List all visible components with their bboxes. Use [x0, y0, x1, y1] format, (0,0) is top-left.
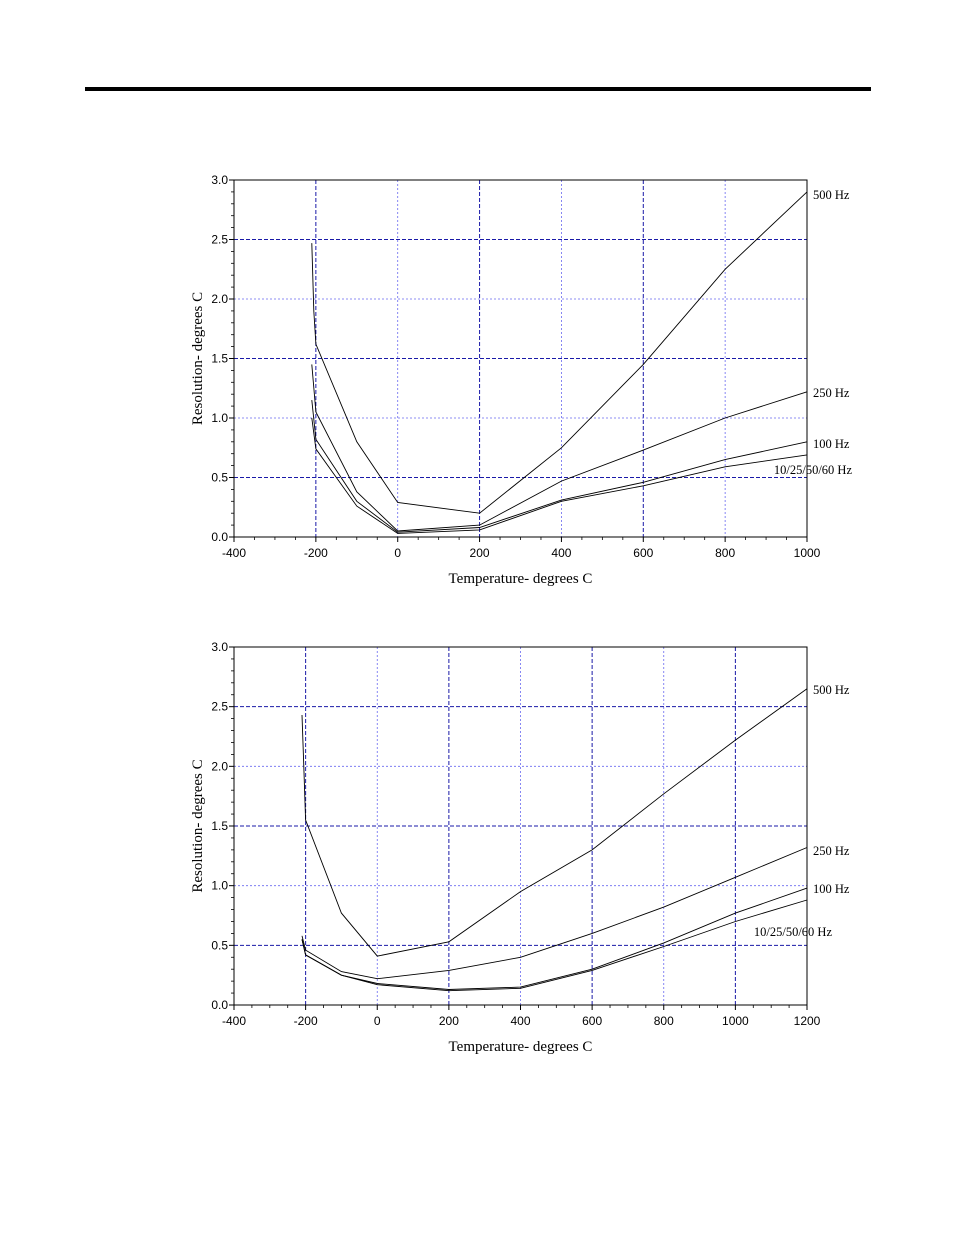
- x-axis-title: Temperature- degrees C: [449, 571, 593, 587]
- series-label: 10/25/50/60 Hz: [774, 463, 853, 477]
- series-label: 250 Hz: [813, 844, 850, 858]
- series-label: 500 Hz: [813, 188, 850, 202]
- y-tick-label: 3.0: [211, 173, 228, 187]
- series-line-100-hz: [311, 400, 808, 533]
- series-label: 100 Hz: [813, 882, 850, 896]
- y-axis-title: Resolution- degrees C: [190, 759, 206, 892]
- y-tick-label: 0.0: [211, 998, 228, 1012]
- y-tick-label: 1.0: [211, 411, 228, 425]
- series-label: 100 Hz: [813, 437, 850, 451]
- y-tick-label: 2.5: [211, 700, 228, 714]
- x-tick-label: 1200: [794, 1014, 821, 1028]
- series-line-500-hz: [311, 191, 808, 514]
- header-rule: [85, 87, 871, 91]
- series-line-250-hz: [301, 847, 808, 980]
- y-tick-label: 2.0: [211, 292, 228, 306]
- y-tick-label: 1.5: [211, 819, 228, 833]
- series-line-500-hz: [301, 688, 808, 957]
- x-tick-label: 200: [470, 546, 490, 560]
- x-tick-label: 400: [510, 1014, 530, 1028]
- y-axis-title: Resolution- degrees C: [190, 292, 206, 425]
- x-tick-label: 600: [633, 546, 653, 560]
- x-tick-label: 1000: [722, 1014, 749, 1028]
- x-tick-label: -400: [222, 546, 246, 560]
- y-tick-label: 1.0: [211, 879, 228, 893]
- x-tick-label: -200: [294, 1014, 318, 1028]
- y-tick-label: 0.0: [211, 530, 228, 544]
- x-tick-label: 0: [374, 1014, 381, 1028]
- y-tick-label: 2.0: [211, 759, 228, 773]
- y-tick-label: 1.5: [211, 352, 228, 366]
- series-line-100-hz: [301, 887, 808, 990]
- x-tick-label: 0: [394, 546, 401, 560]
- series-label: 250 Hz: [813, 386, 850, 400]
- y-tick-label: 3.0: [211, 640, 228, 654]
- series-line-10-25-50-60-hz: [301, 899, 808, 992]
- series-label: 500 Hz: [813, 683, 850, 697]
- resolution-chart-top: -400 -200 0 200 400 600 800 1000 0.0 0.5 1.0 1.5 2.0…: [190, 173, 853, 587]
- x-tick-label: 200: [439, 1014, 459, 1028]
- x-tick-label: 800: [715, 546, 735, 560]
- series-label: 10/25/50/60 Hz: [754, 925, 833, 939]
- x-tick-label: 1000: [794, 546, 821, 560]
- series-line-250-hz: [311, 364, 808, 532]
- y-tick-label: 0.5: [211, 938, 228, 952]
- x-axis-title: Temperature- degrees C: [449, 1039, 593, 1055]
- x-tick-label: 600: [582, 1014, 602, 1028]
- x-tick-label: 800: [654, 1014, 674, 1028]
- x-tick-label: -200: [304, 546, 328, 560]
- x-tick-label: 400: [551, 546, 571, 560]
- series-line-10-25-50-60-hz: [311, 417, 808, 534]
- y-tick-label: 2.5: [211, 233, 228, 247]
- x-tick-label: -400: [222, 1014, 246, 1028]
- y-tick-label: 0.5: [211, 471, 228, 485]
